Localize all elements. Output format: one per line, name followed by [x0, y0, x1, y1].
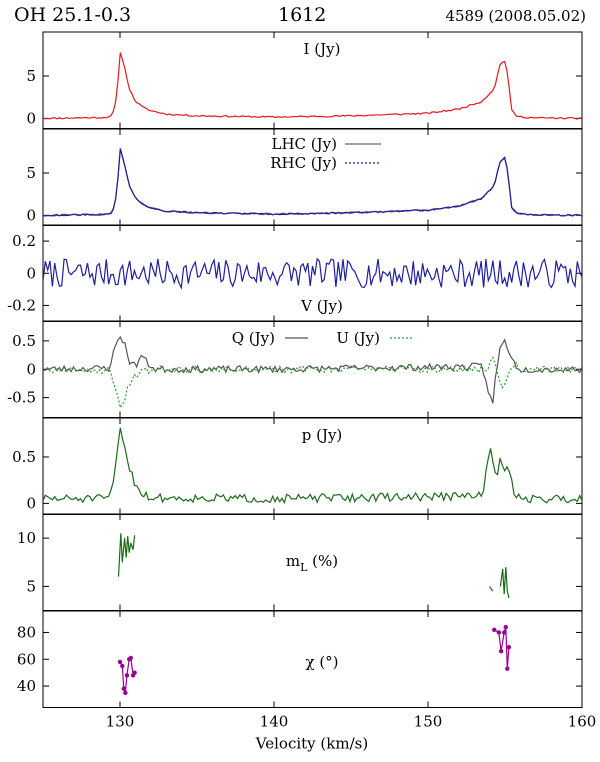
y-tick-label-mL: 10: [17, 529, 36, 547]
y-tick-label-I: 0: [26, 109, 36, 127]
observation-label: 4589 (2008.05.02): [445, 7, 586, 25]
y-tick-label-V: 0: [26, 264, 36, 282]
data-point-chi: [123, 690, 128, 695]
series-line-QU-1: [43, 356, 582, 410]
x-tick-label: 140: [260, 713, 289, 731]
y-tick-label-mL: 5: [26, 577, 36, 595]
y-tick-label-V: -0.2: [7, 296, 36, 314]
series-line-V-0: [43, 257, 582, 290]
data-point-chi: [128, 655, 133, 661]
data-point-chi: [117, 659, 123, 665]
x-tick-label: 160: [568, 713, 597, 731]
y-tick-label-chi: 60: [17, 650, 36, 668]
panel-label-V: V (Jy): [300, 297, 343, 315]
y-tick-label-QU: -0.5: [7, 389, 36, 407]
x-axis-label: Velocity (km/s): [255, 735, 368, 753]
y-tick-label-QU: 0: [26, 360, 36, 378]
series-line-mL-2: [499, 567, 510, 599]
data-point-chi: [498, 649, 504, 654]
series-line-mL-1: [489, 586, 494, 592]
y-tick-label-V: 0.2: [12, 232, 36, 250]
y-tick-label-p: 0.5: [12, 448, 36, 466]
y-tick-label-circ: 0: [26, 206, 36, 224]
series-line-mL-0: [117, 533, 136, 577]
y-tick-label-circ: 5: [26, 164, 36, 182]
x-tick-label: 130: [106, 713, 135, 731]
y-tick-label-p: 0: [26, 494, 36, 512]
x-tick-label: 150: [414, 713, 443, 731]
legend-label-1: U (Jy): [336, 329, 380, 347]
legend-label-0: LHC (Jy): [272, 135, 337, 153]
series-line-I-0: [43, 52, 582, 120]
data-point-chi: [132, 670, 137, 675]
panel-label-mL: mL (%): [286, 552, 338, 574]
panel-label-p: p (Jy): [302, 426, 343, 444]
data-point-chi: [121, 686, 127, 691]
data-point-chi: [120, 663, 125, 669]
data-point-chi: [506, 644, 512, 650]
data-point-chi: [492, 627, 497, 632]
y-tick-label-QU: 0.5: [12, 332, 36, 350]
data-point-chi: [505, 666, 510, 671]
data-point-chi: [503, 624, 508, 630]
series-line-QU-0: [43, 335, 582, 404]
y-tick-label-I: 5: [26, 67, 36, 85]
data-point-chi: [502, 630, 507, 635]
series-line-chi-1: [493, 626, 510, 669]
y-tick-label-chi: 80: [17, 623, 36, 641]
data-point-chi: [496, 630, 502, 635]
legend-label-1: RHC (Jy): [270, 154, 337, 172]
legend-label-0: Q (Jy): [232, 329, 275, 347]
series-line-circ-1: [43, 148, 582, 217]
panel-label-chi: χ (°): [305, 653, 338, 671]
data-point-chi: [124, 673, 130, 678]
y-tick-label-chi: 40: [17, 677, 36, 695]
source-id: 1612: [278, 4, 327, 26]
series-line-p-0: [43, 427, 582, 505]
figure-title: OH 25.1-0.3: [14, 4, 132, 26]
panel-label-I: I (Jy): [304, 40, 341, 58]
